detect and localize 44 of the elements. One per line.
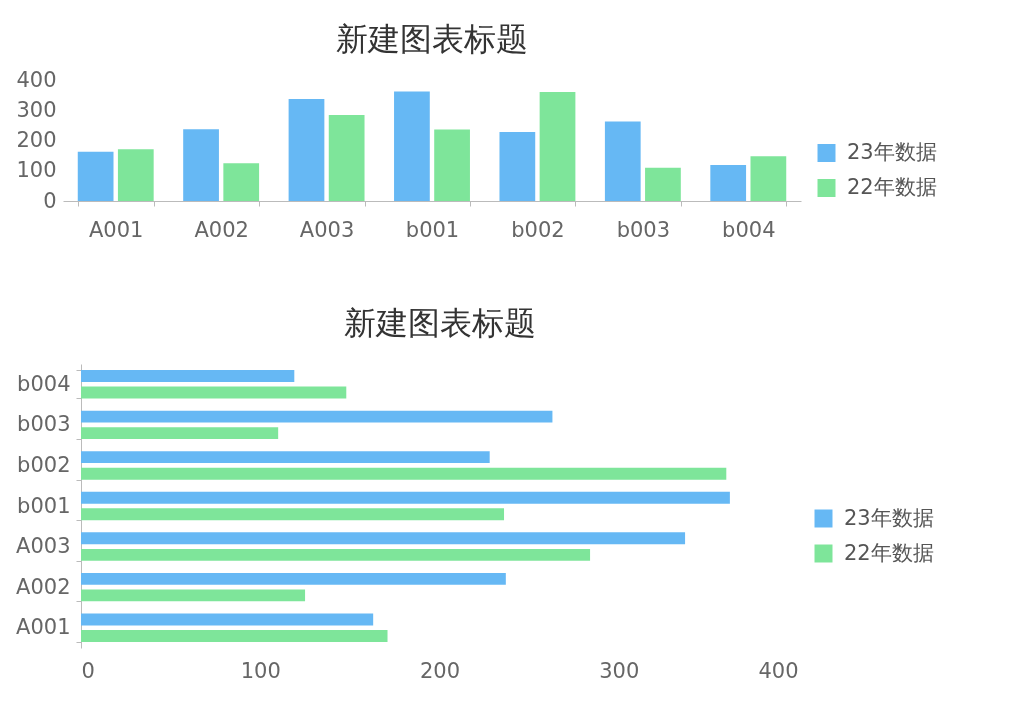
y-tick-label: A002 xyxy=(16,574,71,599)
x-tick-label: b001 xyxy=(405,217,460,242)
bar xyxy=(77,151,114,201)
bar xyxy=(394,91,430,201)
y-tick-label: A001 xyxy=(16,615,71,640)
bar xyxy=(434,129,470,201)
x-tick-label: b004 xyxy=(722,217,776,242)
bar xyxy=(750,156,787,201)
x-tick-label: 100 xyxy=(240,658,281,683)
y-tick-label: b001 xyxy=(17,493,71,518)
chart-title: 新建图表标题 xyxy=(336,20,528,58)
bar xyxy=(604,121,641,201)
chart-title: 新建图表标题 xyxy=(343,304,536,342)
x-tick-label: A002 xyxy=(194,217,249,242)
y-tick-label: b003 xyxy=(17,412,71,437)
y-tick-label: b004 xyxy=(17,371,71,396)
x-tick-label: 200 xyxy=(419,658,461,683)
y-tick-label: 200 xyxy=(16,128,57,152)
bar xyxy=(183,129,219,201)
y-tick-label: A003 xyxy=(16,534,71,559)
legend-label: 22年数据 xyxy=(847,175,937,199)
bar xyxy=(117,149,154,201)
legend-label: 23年数据 xyxy=(847,140,937,164)
y-tick-label: 400 xyxy=(16,67,57,92)
bar xyxy=(539,92,576,201)
x-tick-label: b003 xyxy=(616,217,671,242)
x-tick-label: 300 xyxy=(599,658,640,683)
bar xyxy=(223,163,260,201)
bar xyxy=(288,99,325,201)
x-tick-label: 400 xyxy=(758,658,799,683)
x-tick-label: A001 xyxy=(88,217,144,242)
y-tick-label: b002 xyxy=(17,452,71,477)
bar xyxy=(710,165,747,201)
y-tick-label: 300 xyxy=(16,97,57,122)
legend-label: 23年数据 xyxy=(844,505,934,530)
x-tick-label: A003 xyxy=(299,217,355,242)
y-tick-label: 0 xyxy=(43,188,57,213)
legend-label: 22年数据 xyxy=(844,540,934,565)
bar xyxy=(328,115,365,201)
x-tick-label: 0 xyxy=(81,658,95,683)
bar xyxy=(645,167,681,201)
x-tick-label: b002 xyxy=(511,217,565,242)
bar xyxy=(499,132,536,201)
y-tick-label: 100 xyxy=(16,158,57,183)
